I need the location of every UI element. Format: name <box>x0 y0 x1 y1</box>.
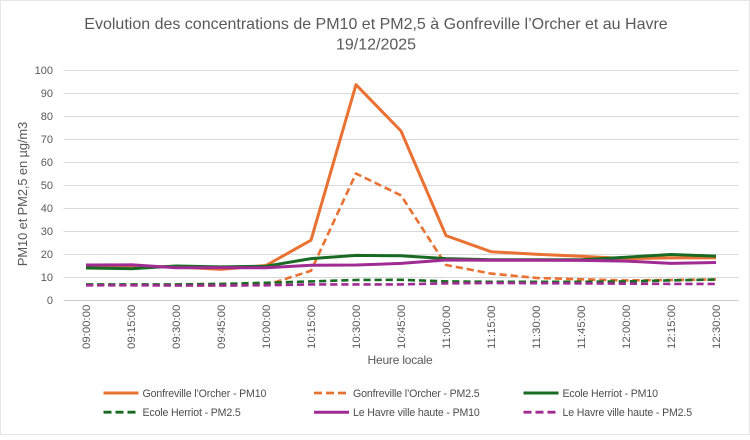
svg-text:10:30:00: 10:30:00 <box>351 305 363 349</box>
svg-text:11:15:00: 11:15:00 <box>486 306 498 350</box>
svg-text:10:15:00: 10:15:00 <box>306 305 318 349</box>
svg-text:11:30:00: 11:30:00 <box>531 306 543 350</box>
svg-text:10:00:00: 10:00:00 <box>261 305 273 349</box>
svg-text:09:15:00: 09:15:00 <box>126 305 138 349</box>
svg-text:60: 60 <box>41 157 53 169</box>
svg-text:80: 80 <box>41 111 53 123</box>
svg-text:19/12/2025: 19/12/2025 <box>336 37 416 54</box>
svg-text:12:15:00: 12:15:00 <box>666 305 678 349</box>
svg-text:11:00:00: 11:00:00 <box>441 306 453 350</box>
svg-text:40: 40 <box>41 203 53 215</box>
svg-text:90: 90 <box>41 88 53 100</box>
svg-text:10:45:00: 10:45:00 <box>396 305 408 349</box>
svg-text:20: 20 <box>41 249 53 261</box>
svg-text:12:30:00: 12:30:00 <box>711 305 723 349</box>
svg-text:09:45:00: 09:45:00 <box>216 305 228 349</box>
svg-text:70: 70 <box>41 134 53 146</box>
svg-text:11:45:00: 11:45:00 <box>576 306 588 350</box>
svg-text:Le Havre ville haute - PM10: Le Havre ville haute - PM10 <box>353 407 480 419</box>
svg-text:Ecole Herriot - PM2.5: Ecole Herriot - PM2.5 <box>143 407 241 419</box>
svg-text:30: 30 <box>41 226 53 238</box>
svg-text:Evolution des concentrations d: Evolution des concentrations de PM10 et … <box>84 16 668 33</box>
svg-text:09:00:00: 09:00:00 <box>81 305 93 349</box>
svg-text:PM10 et PM2,5 en µg/m3: PM10 et PM2,5 en µg/m3 <box>15 122 30 266</box>
svg-text:Gonfreville l’Orcher - PM2.5: Gonfreville l’Orcher - PM2.5 <box>353 388 480 400</box>
svg-text:09:30:00: 09:30:00 <box>171 305 183 349</box>
svg-text:Ecole Herriot - PM10: Ecole Herriot - PM10 <box>563 388 659 400</box>
svg-text:100: 100 <box>35 65 53 77</box>
svg-text:50: 50 <box>41 180 53 192</box>
svg-text:0: 0 <box>47 295 53 307</box>
svg-text:Gonfreville l’Orcher - PM10: Gonfreville l’Orcher - PM10 <box>143 388 267 400</box>
svg-text:10: 10 <box>41 272 53 284</box>
svg-text:Le Havre ville haute - PM2.5: Le Havre ville haute - PM2.5 <box>563 407 693 419</box>
svg-text:Heure locale: Heure locale <box>368 353 433 367</box>
svg-text:12:00:00: 12:00:00 <box>621 305 633 349</box>
